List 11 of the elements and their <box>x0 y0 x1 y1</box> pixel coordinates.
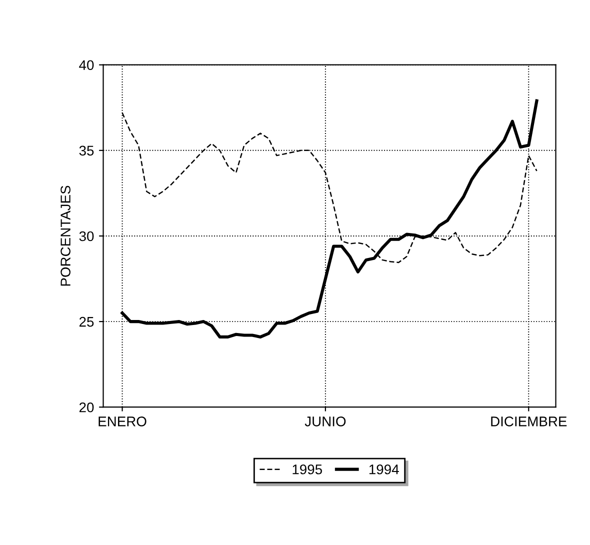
y-tick-label: 20 <box>79 402 94 412</box>
legend-label: 1995 <box>292 464 322 474</box>
y-tick-label: 40 <box>79 60 94 70</box>
x-tick-label: ENERO <box>98 416 146 426</box>
y-tick-label: 25 <box>79 316 94 327</box>
y-tick-label: 30 <box>79 231 94 242</box>
x-tick-label: JUNIO <box>304 416 346 426</box>
legend-label: 1994 <box>369 464 399 474</box>
y-axis-title: PORCENTAJES <box>60 186 70 286</box>
x-tick-label: DICIEMBRE <box>491 416 567 426</box>
y-tick-label: 35 <box>79 146 94 156</box>
